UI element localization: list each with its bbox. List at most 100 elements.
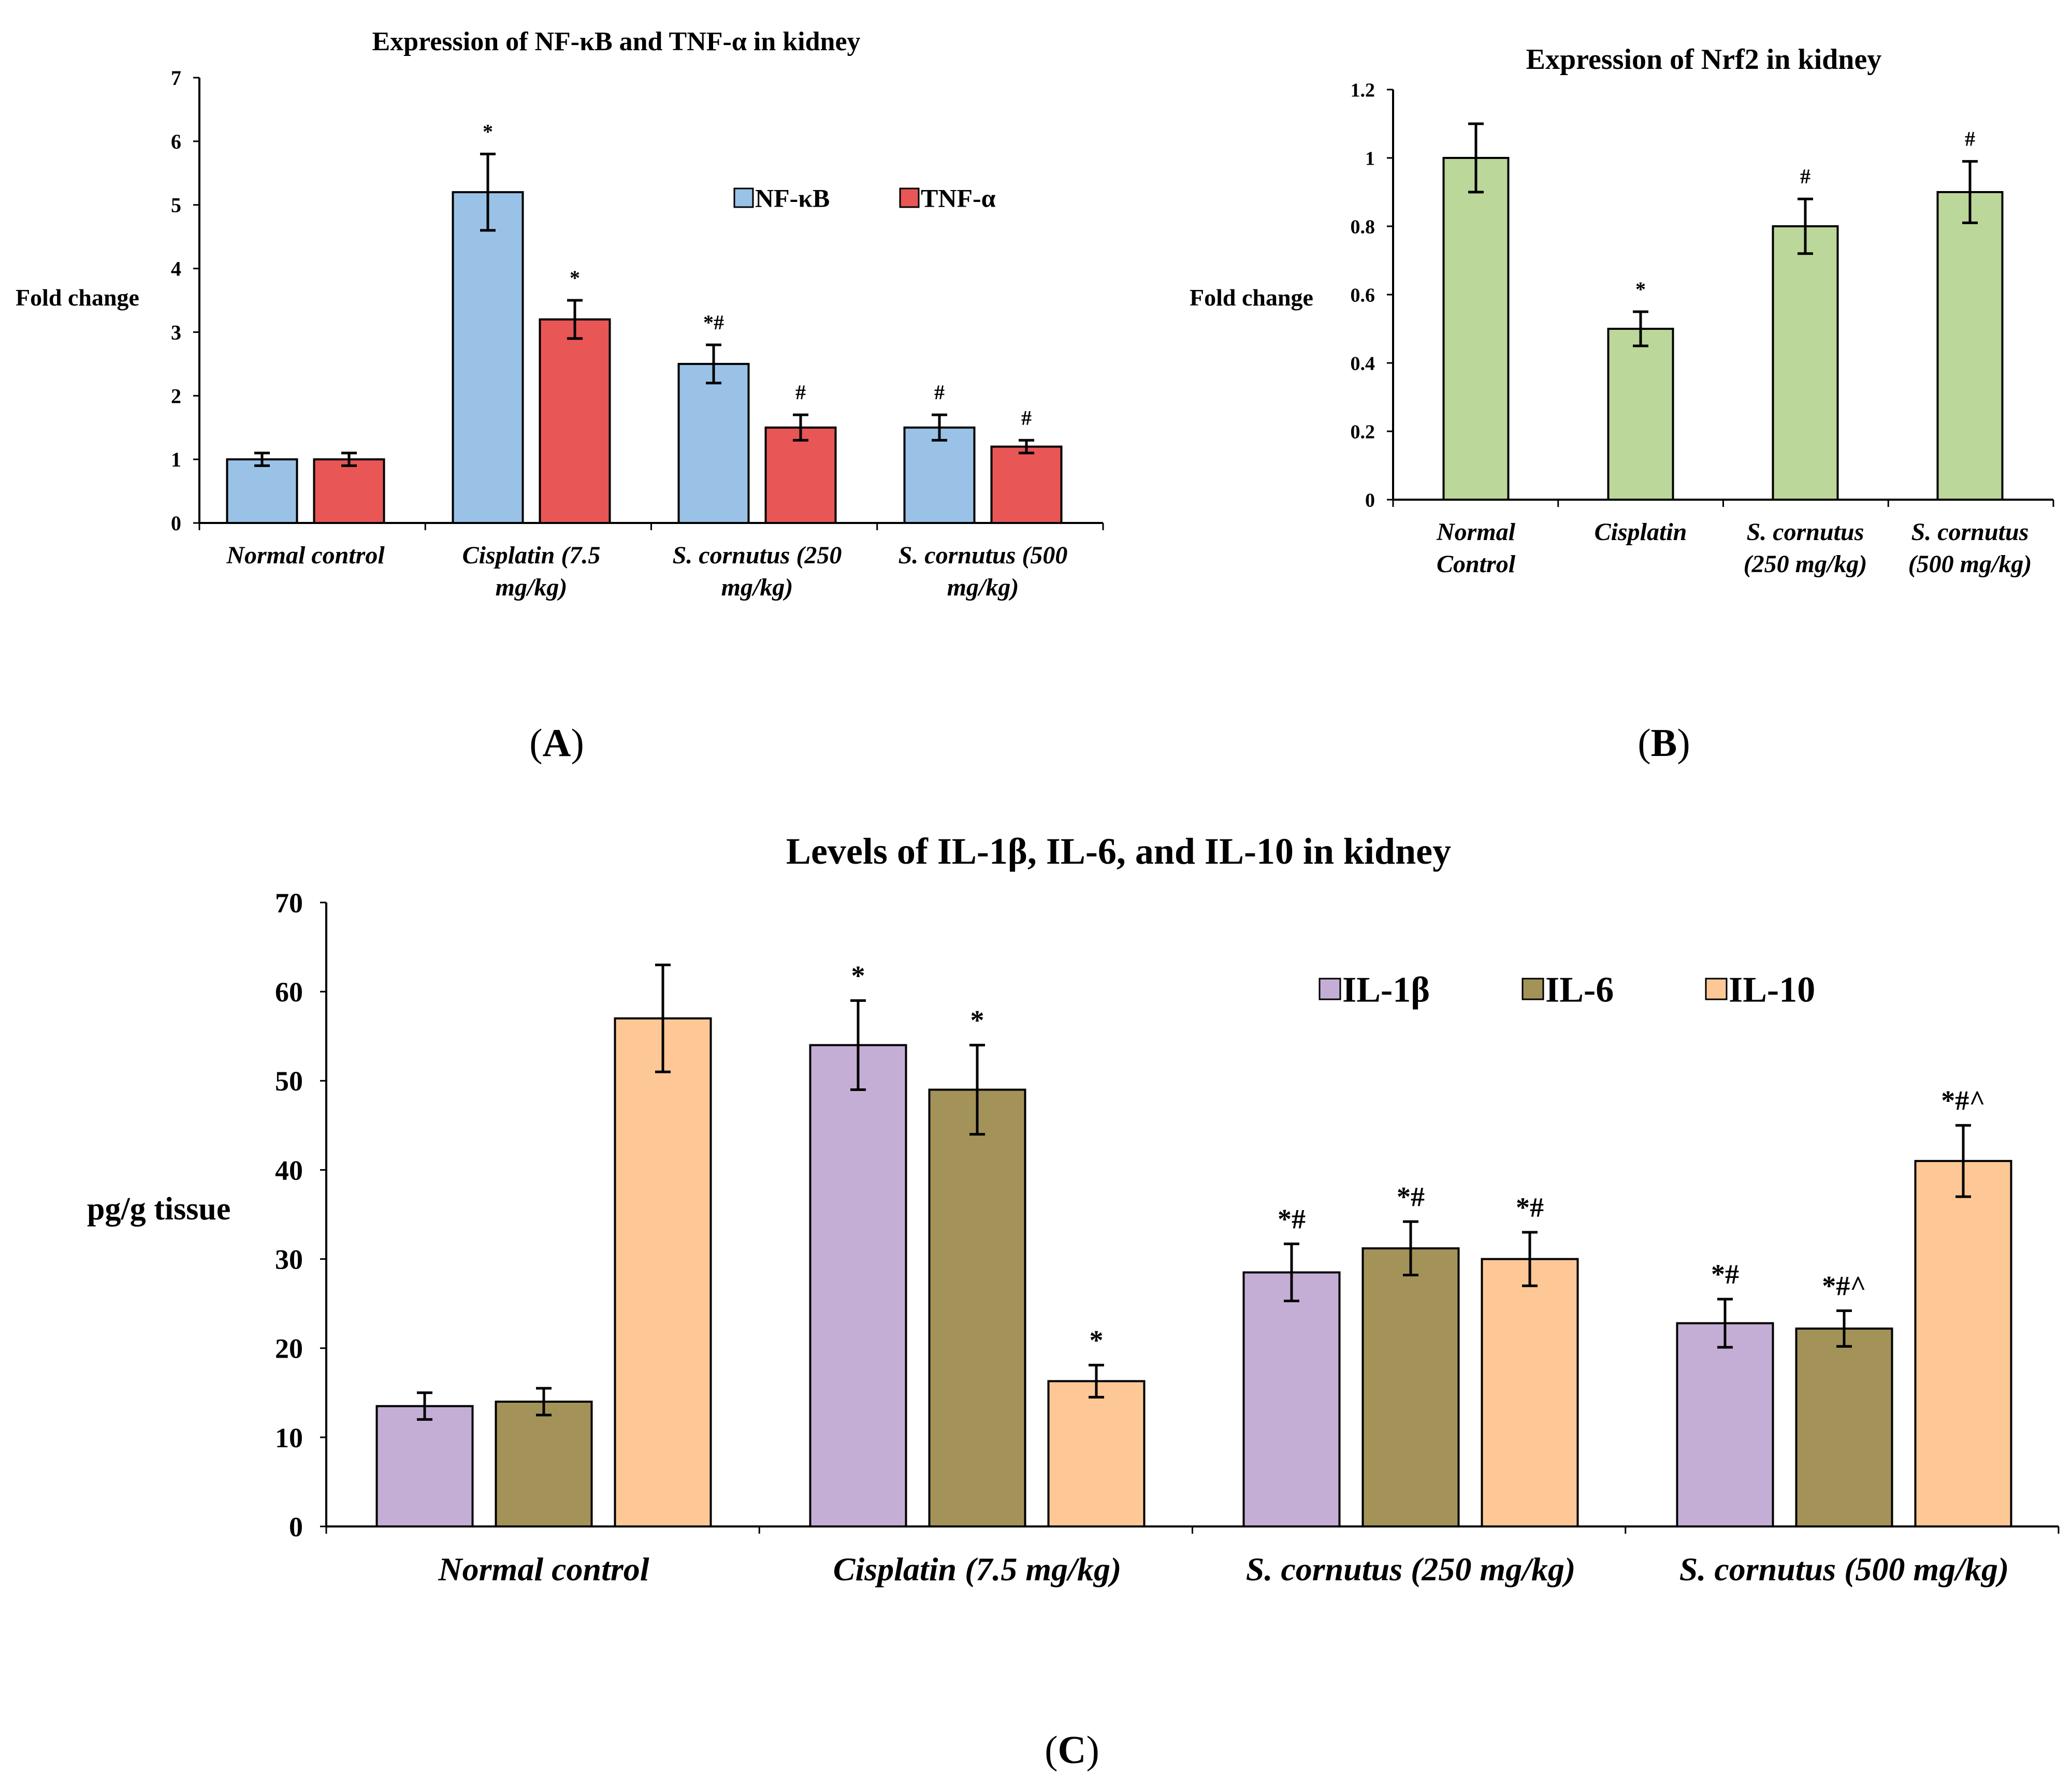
bar [313, 458, 385, 525]
y-tick-label: 0 [289, 1511, 303, 1542]
bar [1047, 1380, 1146, 1528]
bar [375, 1405, 474, 1528]
significance-label: * [851, 960, 865, 991]
significance-label: *# [1278, 1203, 1306, 1234]
y-tick-label: 30 [275, 1244, 303, 1275]
bar [1607, 328, 1674, 501]
significance-label: *# [1711, 1259, 1739, 1290]
legend-swatch [1318, 978, 1341, 1000]
significance-label: * [970, 1005, 984, 1036]
legend-swatch [733, 187, 754, 208]
x-tick-label: S. cornutus (250 mg/kg) [1744, 518, 1867, 578]
bar [1242, 1271, 1341, 1527]
legend-label: IL-1β [1342, 970, 1430, 1010]
y-tick-label: 0.4 [1351, 353, 1375, 374]
x-tick-label: Normal control [226, 542, 385, 569]
legend-label: IL-6 [1545, 970, 1614, 1010]
bar [1481, 1258, 1579, 1528]
panel-label: (B) [1638, 721, 1690, 765]
x-tick-label: S. cornutus (500 mg/kg) [1679, 1551, 2009, 1588]
bar [1936, 191, 2004, 501]
y-tick-label: 7 [171, 66, 181, 90]
bar [452, 191, 524, 524]
y-tick-label: 0 [171, 512, 181, 535]
bar [226, 458, 298, 525]
y-tick-label: 1.2 [1351, 79, 1375, 101]
panel-label: (A) [529, 721, 584, 765]
bar [677, 362, 750, 524]
bar [764, 426, 837, 525]
significance-label: *#^ [1941, 1085, 1985, 1116]
panel-label: (C) [1045, 1728, 1099, 1772]
y-tick-label: 2 [171, 384, 181, 408]
significance-label: # [934, 381, 945, 404]
significance-label: * [1635, 278, 1646, 301]
legend-label: TNF-α [921, 184, 996, 213]
chart-title: Expression of Nrf2 in kidney [1526, 43, 1882, 76]
legend-swatch [1705, 978, 1728, 1000]
legend-label: IL-10 [1729, 970, 1815, 1010]
y-tick-label: 40 [275, 1155, 303, 1186]
significance-label: # [1965, 127, 1975, 151]
y-tick-label: 10 [275, 1422, 303, 1453]
y-tick-label: 4 [171, 257, 181, 281]
significance-label: * [1090, 1325, 1104, 1356]
significance-label: *# [1516, 1192, 1544, 1223]
bar [903, 426, 976, 525]
bar [614, 1017, 712, 1528]
chart-a: Expression of NF-κB and TNF-α in kidney 0… [16, 27, 1104, 765]
bar [1914, 1160, 2012, 1528]
y-tick-label: 60 [275, 977, 303, 1008]
legend-swatch [1522, 978, 1544, 1000]
y-tick-label: 1 [171, 448, 181, 471]
y-tick-label: 0.8 [1351, 216, 1375, 238]
y-tick-label: 50 [275, 1066, 303, 1097]
bar [1676, 1322, 1774, 1528]
legend-label: NF-κB [755, 184, 830, 213]
y-tick-label: 5 [171, 194, 181, 217]
significance-label: *#^ [1822, 1270, 1866, 1301]
x-tick-label: S. cornutus (250 mg/kg) [673, 542, 842, 601]
y-tick-label: 0.6 [1351, 284, 1375, 306]
chart-c: Levels of IL-1β, IL-6, and IL-10 in kidn… [87, 831, 2060, 1772]
x-tick-label: Cisplatin [1595, 518, 1687, 546]
bar [990, 445, 1063, 524]
bar [1442, 157, 1510, 501]
significance-label: * [570, 266, 580, 289]
chart-title: Levels of IL-1β, IL-6, and IL-10 in kidn… [786, 831, 1451, 872]
y-tick-label: 20 [275, 1333, 303, 1364]
y-tick-label: 70 [275, 887, 303, 919]
significance-label: # [1800, 165, 1810, 188]
y-tick-label: 6 [171, 130, 181, 153]
x-tick-label: Cisplatin (7.5 mg/kg) [833, 1551, 1122, 1588]
significance-label: # [1021, 406, 1032, 429]
legend-swatch [899, 187, 920, 208]
x-tick-label: S. cornutus (500 mg/kg) [1908, 518, 2032, 578]
y-tick-label: 0 [1365, 489, 1375, 511]
y-tick-label: 1 [1365, 148, 1375, 169]
y-axis-label: Fold change [16, 284, 139, 311]
bar [1361, 1247, 1460, 1527]
bar [539, 318, 611, 524]
x-tick-label: Cisplatin (7.5 mg/kg) [462, 542, 601, 601]
x-tick-label: Normal control [438, 1551, 649, 1588]
x-tick-label: Normal Control [1436, 518, 1516, 578]
bar [1772, 225, 1839, 501]
y-axis-label: Fold change [1190, 284, 1313, 311]
significance-label: * [483, 120, 493, 143]
bar [809, 1044, 907, 1527]
x-tick-label: S. cornutus (500 mg/kg) [899, 542, 1068, 601]
significance-label: # [795, 381, 806, 404]
x-tick-label: S. cornutus (250 mg/kg) [1246, 1551, 1576, 1588]
y-axis-label: pg/g tissue [87, 1191, 230, 1227]
significance-label: *# [703, 311, 724, 334]
y-tick-label: 3 [171, 321, 181, 344]
y-tick-label: 0.2 [1351, 421, 1375, 443]
chart-title: Expression of NF-κB and TNF-α in kidney [372, 27, 860, 56]
significance-label: *# [1397, 1181, 1425, 1212]
bar [1795, 1327, 1893, 1527]
bar [928, 1088, 1026, 1527]
chart-b: Expression of Nrf2 in kidney 0 0.2 0.4 0.6 0.… [1190, 43, 2054, 765]
bar [495, 1401, 593, 1527]
